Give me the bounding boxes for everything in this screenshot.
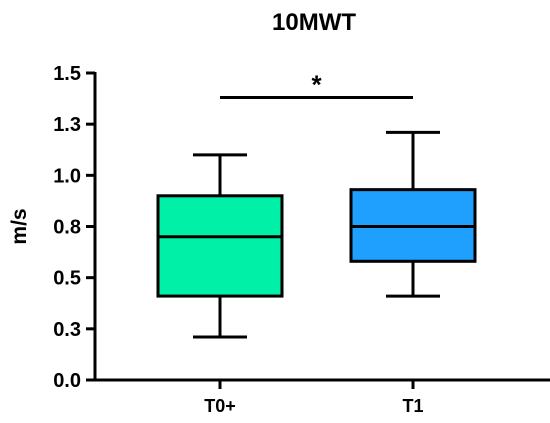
y-tick-label: 0.0 [53,370,81,392]
y-axis-label: m/s [8,208,31,244]
y-tick-label: 0.5 [53,268,81,290]
box-2 [349,130,477,298]
y-tick-label: 1.0 [53,165,81,187]
boxes [156,130,477,339]
y-tick-label: 1.3 [53,114,81,136]
x-tick-label: T0+ [204,396,236,416]
y-ticks: 0.0 0.3 0.5 0.8 1.0 1.3 1.5 [53,63,95,392]
box-1 [156,153,284,339]
significance-annotation: * [220,70,413,100]
box-body [156,194,284,298]
chart-title: 10MWT [272,9,356,36]
y-tick-label: 0.3 [53,319,81,341]
x-tick-label: T1 [402,396,423,416]
x-ticks: T0+ T1 [204,380,424,416]
y-tick-label: 0.8 [53,217,81,239]
y-tick-label: 1.5 [53,63,81,85]
significance-label: * [311,70,322,100]
